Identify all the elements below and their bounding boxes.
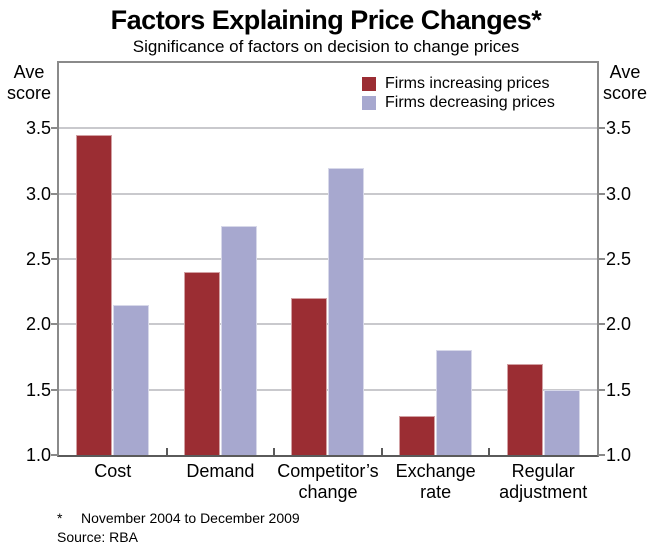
bar-group-demand <box>167 63 275 455</box>
y-tick-mark-left <box>51 454 57 456</box>
plot-area: Firms increasing prices Firms decreasing… <box>57 61 599 457</box>
y-tick-mark-left <box>51 388 57 391</box>
gridline-2.5 <box>59 258 597 260</box>
legend-swatch-decreasing-icon <box>362 95 376 110</box>
bar-group-exchange-rate <box>382 63 490 455</box>
y-tick-mark-right <box>599 127 605 130</box>
legend: Firms increasing prices Firms decreasing… <box>362 74 555 112</box>
bar-group-regular-adjustment <box>489 63 597 455</box>
y-tick-label-left-2.0: 2.0 <box>25 314 51 335</box>
y-tick-label-left-2.5: 2.5 <box>25 249 51 269</box>
y-tick-mark-left <box>51 192 57 195</box>
source-text: Source: RBA <box>57 529 138 545</box>
bar-decreasing-exchange-rate <box>436 350 473 455</box>
bar-increasing-regular-adjustment <box>506 363 543 455</box>
y-tick-mark-right <box>599 258 605 260</box>
y-tick-label-right-2.5: 2.5 <box>606 249 632 269</box>
category-label-competitor-s-change: Competitor’s change <box>277 461 379 502</box>
legend-label-increasing: Firms increasing prices <box>385 74 550 92</box>
bar-group-competitor-s-change <box>274 63 382 455</box>
y-tick-label-right-3.0: 3.0 <box>606 183 632 204</box>
y-tick-mark-right <box>599 323 605 326</box>
legend-label-decreasing: Firms decreasing prices <box>385 93 555 111</box>
x-axis-tick <box>165 448 168 455</box>
gridline-1.5 <box>59 388 597 391</box>
category-label-cost: Cost <box>94 461 132 481</box>
bar-increasing-demand <box>183 272 220 455</box>
x-axis-tick <box>488 448 491 455</box>
x-axis-tick <box>273 448 276 455</box>
bar-decreasing-cost <box>113 304 150 455</box>
y-tick-mark-right <box>599 454 605 456</box>
legend-swatch-increasing-icon <box>362 76 376 91</box>
y-tick-mark-right <box>599 388 605 391</box>
legend-item-increasing: Firms increasing prices <box>362 74 555 93</box>
footnote: * November 2004 to December 2009 <box>57 509 300 527</box>
bar-increasing-exchange-rate <box>399 415 436 455</box>
y-axis-unit-left: Ave score <box>6 62 51 103</box>
x-axis-tick <box>380 448 383 455</box>
y-tick-label-right-3.5: 3.5 <box>606 118 632 139</box>
y-tick-label-right-2.0: 2.0 <box>606 314 632 335</box>
y-tick-label-left-3.0: 3.0 <box>25 183 51 204</box>
y-tick-mark-left <box>51 258 57 260</box>
category-label-regular-adjustment: Regular adjustment <box>499 461 588 502</box>
y-tick-label-left-1.0: 1.0 <box>25 445 51 465</box>
y-tick-mark-left <box>51 323 57 326</box>
bar-decreasing-regular-adjustment <box>543 389 580 455</box>
chart-subtitle: Significance of factors on decision to c… <box>132 37 520 56</box>
legend-item-decreasing: Firms decreasing prices <box>362 93 555 112</box>
y-tick-label-right-1.5: 1.5 <box>606 379 632 400</box>
y-axis-unit-right: Ave score <box>602 62 647 103</box>
bar-group-cost <box>59 63 167 455</box>
gridline-2.0 <box>59 323 597 326</box>
bar-increasing-competitor-s-change <box>291 298 328 455</box>
y-tick-label-left-3.5: 3.5 <box>25 118 51 139</box>
category-label-exchange-rate: Exchange rate <box>395 461 476 502</box>
y-tick-mark-right <box>599 192 605 195</box>
footnote-marker: * <box>57 510 63 526</box>
y-tick-mark-left <box>51 127 57 130</box>
y-tick-label-right-1.0: 1.0 <box>606 445 632 465</box>
bar-decreasing-competitor-s-change <box>328 167 365 455</box>
footnote-text: November 2004 to December 2009 <box>81 510 300 526</box>
chart-title: Factors Explaining Price Changes* <box>110 5 542 35</box>
y-tick-label-left-1.5: 1.5 <box>25 379 51 400</box>
gridline-3.0 <box>59 192 597 195</box>
gridline-3.5 <box>59 127 597 130</box>
bar-decreasing-demand <box>220 226 257 455</box>
bar-increasing-cost <box>76 134 113 455</box>
category-label-demand: Demand <box>186 461 255 481</box>
